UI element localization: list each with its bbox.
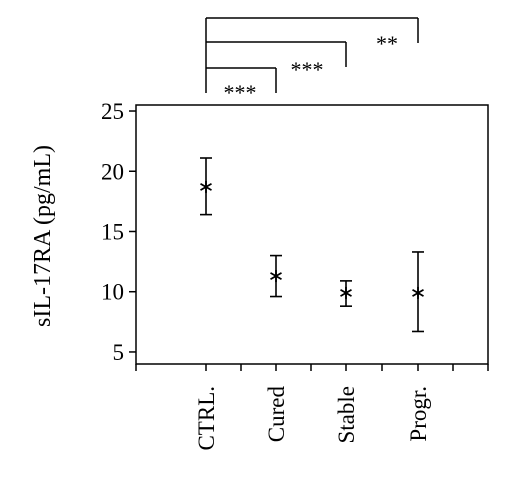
y-tick-label: 10 (101, 280, 124, 305)
x-tick-label: Cured (264, 386, 289, 443)
significance-label: *** (224, 80, 257, 105)
data-point (200, 180, 212, 193)
y-tick-label: 20 (101, 159, 124, 184)
significance-label: *** (291, 57, 324, 82)
point-marker-stroke (412, 288, 424, 297)
significance-brackets: ******** (205, 17, 419, 105)
data-point (340, 286, 352, 299)
significance-label: ** (376, 31, 398, 56)
data-point (412, 286, 424, 299)
y-axis-label: sIL-17RA (pg/mL) (30, 145, 56, 327)
x-tick-label: Progr. (406, 386, 431, 442)
point-marker-stroke (340, 288, 352, 297)
point-marker-stroke (270, 272, 282, 281)
data-point (270, 270, 282, 283)
point-marker-stroke (200, 182, 212, 191)
data-marks (200, 157, 424, 333)
y-tick-label: 15 (101, 219, 124, 244)
y-tick-label: 5 (113, 340, 125, 365)
y-axis: 5 10 15 20 25 (101, 99, 136, 365)
x-tick-label: CTRL. (194, 386, 219, 451)
plot-border (135, 104, 489, 365)
x-tick-label: Stable (334, 386, 359, 444)
x-axis: CTRL. Cured Stable Progr. (135, 364, 489, 451)
y-tick-label: 25 (101, 99, 124, 124)
plot-frame (135, 104, 489, 365)
